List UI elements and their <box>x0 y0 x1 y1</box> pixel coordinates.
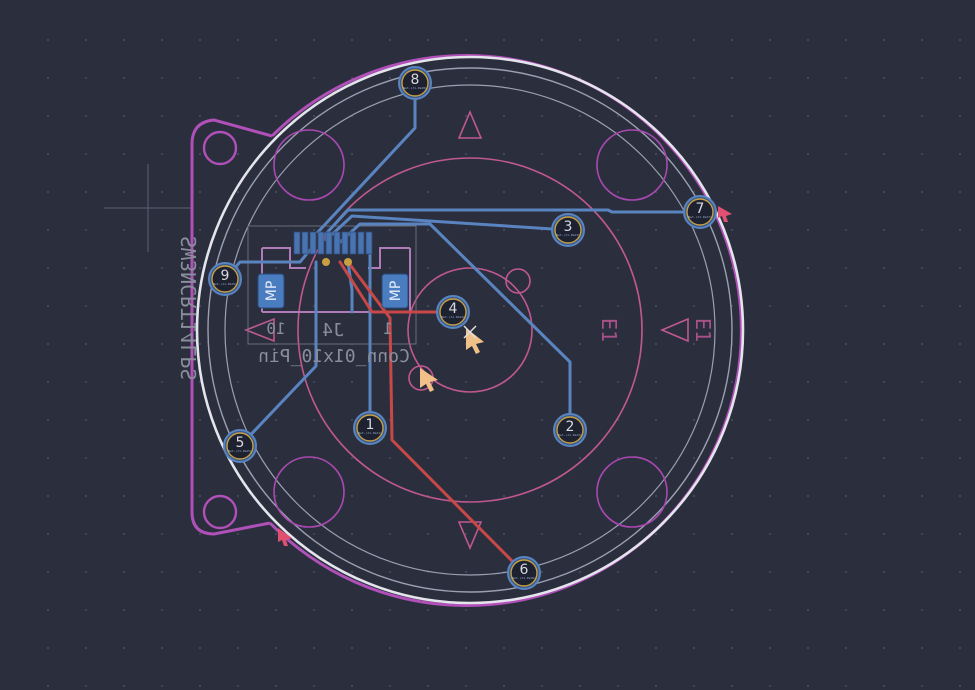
orientation-triangles <box>243 109 689 551</box>
fab-circles <box>297 157 643 503</box>
smd-pad <box>349 231 357 255</box>
e1-ref-back-label: E1 <box>691 318 715 342</box>
marker-arrows <box>278 206 732 546</box>
part-ref-vertical: SW3NCRT14LPS <box>177 236 201 381</box>
pad-number-label: 2 <box>566 419 575 435</box>
smd-pad <box>341 231 349 255</box>
connector-pin-first-label: 1 <box>383 319 393 338</box>
pad-net-label: Net-(J1-Pad8) <box>403 86 427 90</box>
pad-net-label: Net-(J1-Pad1) <box>358 431 382 435</box>
mount-pad-right-label: MP <box>388 281 404 302</box>
pad-number-label: 9 <box>221 268 230 284</box>
connector-pin-last-label: 10 <box>266 319 285 338</box>
connector-ref-label: J4 <box>322 320 344 341</box>
smd-pad <box>333 231 341 255</box>
mounting-tabs <box>202 130 238 530</box>
pad-number-label: 5 <box>236 435 245 451</box>
pad-number-label: 3 <box>564 219 573 235</box>
smd-pad <box>325 231 333 255</box>
pad-net-label: Net-(J1-Pad7) <box>688 215 712 219</box>
pad-number-label: 1 <box>366 417 375 433</box>
pad-net-label: Net-(J1-Pad2) <box>558 433 582 437</box>
board-outline <box>195 55 745 605</box>
courtyard-outline <box>190 54 743 608</box>
smd-pad <box>309 231 317 255</box>
pad-net-label: Net-(J1-Pad5) <box>228 449 252 453</box>
pad-net-label: Net-(J1-Pad4) <box>441 315 465 319</box>
corner-holes <box>273 129 668 528</box>
mount-pad-right: MP <box>381 273 409 309</box>
pad-number-label: 7 <box>696 201 705 217</box>
pad-net-label: Net-(J1-Pad9) <box>213 282 237 286</box>
pad-number-label: 4 <box>449 301 458 317</box>
smd-pad <box>365 231 373 255</box>
connector-value-label: Conn_01x10_Pin <box>258 346 410 367</box>
pad-net-label: Net-(J1-Pad6) <box>512 576 536 580</box>
crosshair-cursor <box>104 164 192 252</box>
mount-pad-left-label: MP <box>264 281 280 302</box>
connector-smd-pads <box>293 231 373 255</box>
smd-pad <box>357 231 365 255</box>
mount-pad-left: MP <box>257 273 285 309</box>
smd-pad <box>293 231 301 255</box>
pad-net-label: Net-(J1-Pad3) <box>556 233 580 237</box>
connector-vias <box>322 258 352 266</box>
pad-number-label: 6 <box>520 562 529 578</box>
smd-pad <box>301 231 309 255</box>
e1-ref-label: E1 <box>597 318 621 342</box>
smd-pad <box>317 231 325 255</box>
pad-number-label: 8 <box>411 72 420 88</box>
